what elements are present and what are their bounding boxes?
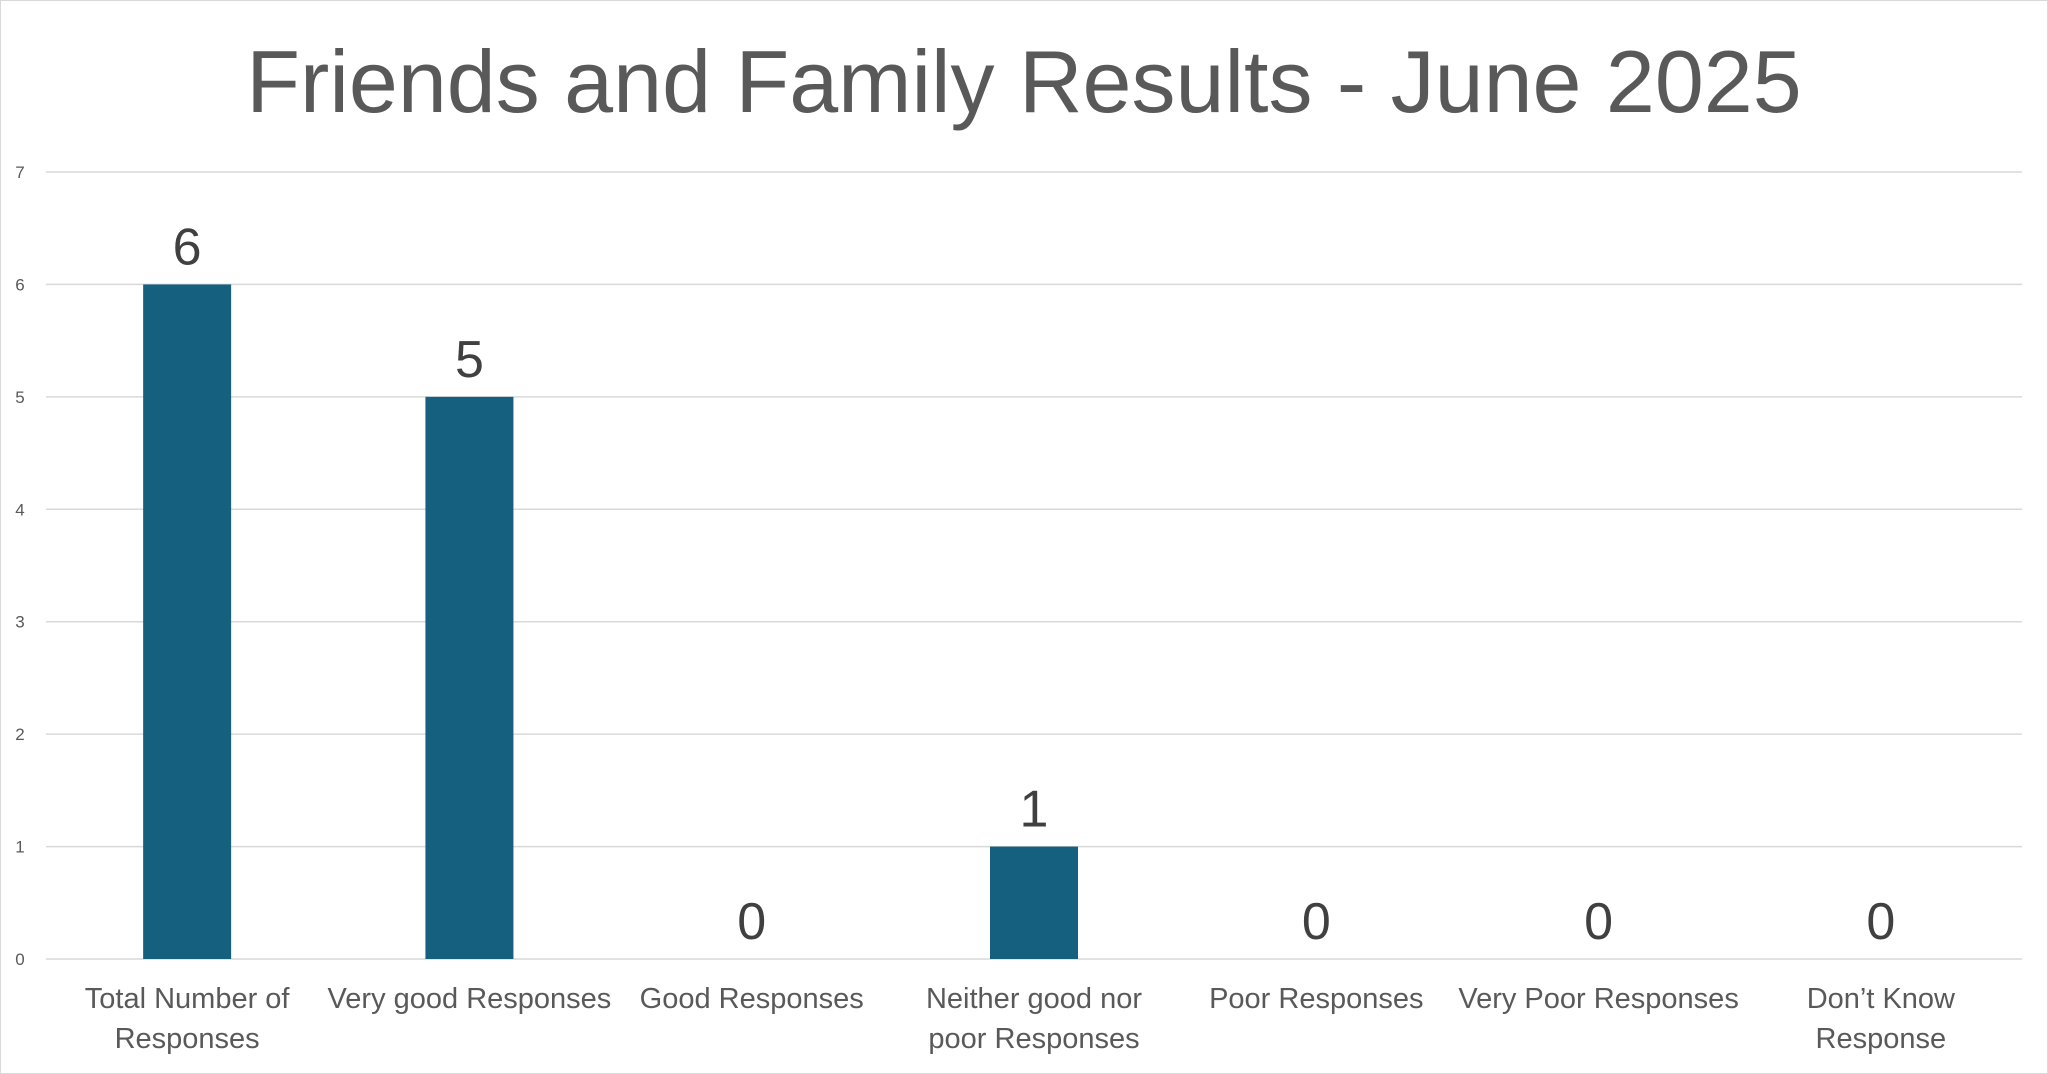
y-tick-label: 2 bbox=[15, 725, 24, 744]
data-label: 5 bbox=[455, 331, 484, 389]
x-tick-label: Responses bbox=[115, 1023, 260, 1055]
bar bbox=[143, 284, 232, 959]
y-tick-label: 5 bbox=[15, 388, 24, 407]
bar bbox=[990, 846, 1078, 959]
y-tick-label: 4 bbox=[15, 500, 24, 519]
data-label: 6 bbox=[173, 218, 202, 276]
x-tick-label: poor Responses bbox=[928, 1023, 1139, 1055]
bar bbox=[425, 396, 514, 959]
x-tick-label: Response bbox=[1816, 1023, 1947, 1055]
x-tick-label: Total Number of bbox=[85, 983, 291, 1015]
chart-title: Friends and Family Results - June 2025 bbox=[246, 32, 1801, 131]
x-tick-label: Good Responses bbox=[640, 983, 864, 1015]
x-tick-label: Very Poor Responses bbox=[1458, 983, 1738, 1015]
data-label: 1 bbox=[1020, 781, 1049, 839]
x-tick-label: Poor Responses bbox=[1209, 983, 1423, 1015]
data-label: 0 bbox=[1302, 893, 1331, 951]
y-tick-label: 1 bbox=[15, 838, 24, 857]
data-label: 0 bbox=[1866, 893, 1895, 951]
data-label: 0 bbox=[737, 893, 766, 951]
x-tick-label: Don’t Know bbox=[1807, 983, 1956, 1015]
y-tick-label: 0 bbox=[15, 950, 24, 969]
x-tick-label: Neither good nor bbox=[926, 983, 1142, 1015]
data-label: 0 bbox=[1584, 893, 1613, 951]
y-tick-label: 3 bbox=[15, 613, 24, 632]
y-tick-label: 7 bbox=[15, 163, 24, 182]
x-tick-label: Very good Responses bbox=[328, 983, 612, 1015]
y-tick-label: 6 bbox=[15, 275, 24, 294]
